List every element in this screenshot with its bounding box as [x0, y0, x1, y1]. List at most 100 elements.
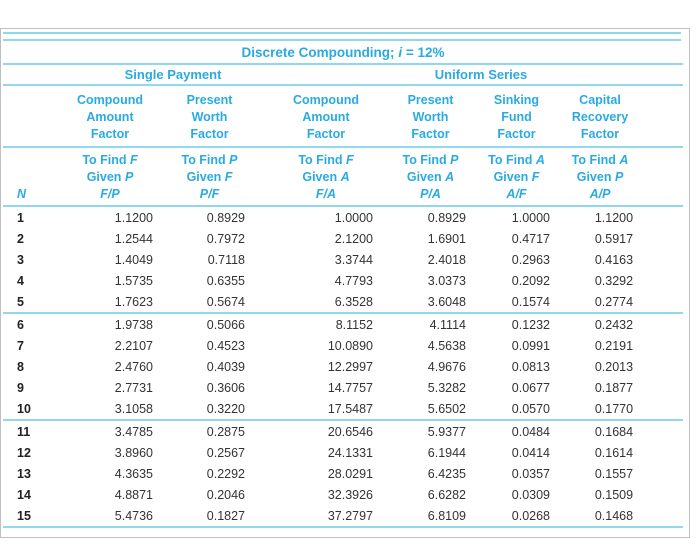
- table-row: 11 3.4785 0.2875 20.6546 5.9377 0.0484 0.1684: [3, 419, 684, 442]
- table-row: 6 1.9738 0.5066 8.1152 4.1114 0.1232 0.2432: [3, 312, 684, 335]
- factor-cell: 3.3744: [334, 252, 373, 267]
- row-n: 5: [17, 294, 24, 309]
- header-sinking-fund-factor: Sinking Fund Factor: [483, 85, 567, 148]
- factor-cell: 0.2013: [594, 359, 634, 374]
- table-title-row: Discrete Compounding; i = 12%: [3, 42, 684, 65]
- factor-cell: 1.1200: [594, 210, 634, 225]
- factor-cell: 6.3528: [334, 294, 373, 309]
- header-capital-recovery-factor: Capital Recovery Factor: [567, 85, 684, 148]
- factor-cell: 0.3220: [206, 401, 245, 416]
- row-n: 1: [17, 210, 24, 225]
- factor-cell: 5.4736: [67, 505, 174, 528]
- factor-cell: 2.2107: [114, 338, 153, 353]
- tofind-fa: To Find F Given A F/A: [279, 147, 395, 207]
- factor-cell: 0.5917: [594, 231, 634, 246]
- factor-cell: 0.2567: [206, 445, 245, 460]
- table-body: 1 1.1200 0.8929 1.0000 0.8929 1.0000 1.1200 2 1.…: [3, 206, 684, 528]
- factor-cell: 0.1509: [594, 487, 634, 502]
- factor-cell: 6.8109: [395, 505, 483, 528]
- column-group-row: Single Payment Uniform Series: [3, 64, 684, 86]
- factor-cell: 4.8871: [114, 487, 153, 502]
- factor-cell: 0.0484: [483, 419, 567, 442]
- factor-cell: 4.7793: [334, 273, 373, 288]
- factor-cell: 0.1827: [174, 505, 279, 528]
- factor-cell: 3.8960: [114, 445, 153, 460]
- factor-cell: 0.3606: [206, 380, 245, 395]
- row-n: 2: [17, 231, 24, 246]
- table-row: 3 1.4049 0.7118 3.3744 2.4018 0.2963 0.4163: [3, 249, 683, 270]
- row-n: 8: [17, 359, 24, 374]
- factor-cell: 6.6282: [427, 487, 466, 502]
- factor-cell: 37.2797: [279, 505, 395, 528]
- factor-cell: 0.1232: [483, 312, 567, 335]
- factor-cell: 0.5674: [206, 294, 245, 309]
- header-present-worth-factor-pf: Present Worth Factor: [174, 85, 279, 148]
- factor-cell: 10.0890: [327, 338, 373, 353]
- factor-cell: 1.0000: [511, 210, 550, 225]
- factor-cell: 0.8929: [206, 210, 245, 225]
- table-row: 5 1.7623 0.5674 6.3528 3.6048 0.1574 0.2774: [3, 291, 683, 313]
- factor-cell: 0.2191: [594, 338, 634, 353]
- factor-cell: 0.2875: [174, 419, 279, 442]
- factor-cell: 5.3282: [427, 380, 466, 395]
- factor-cell: 1.4049: [114, 252, 153, 267]
- factor-cell: 5.9377: [395, 419, 483, 442]
- factor-names-row: Compound Amount Factor Present Worth Fac…: [3, 85, 684, 148]
- factor-cell: 0.4039: [206, 359, 245, 374]
- interest-factor-table: Discrete Compounding; i = 12% Single Pay…: [3, 42, 684, 528]
- header-compound-amount-factor-fa: Compound Amount Factor: [279, 85, 395, 148]
- table-row: 15 5.4736 0.1827 37.2797 6.8109 0.0268 0.1468: [3, 505, 684, 528]
- factor-cell: 12.2997: [327, 359, 373, 374]
- table-row: 14 4.8871 0.2046 32.3926 6.6282 0.0309 0.1509: [3, 484, 683, 505]
- factor-cell: 1.9738: [67, 312, 174, 335]
- factor-cell: 0.1614: [594, 445, 634, 460]
- factor-cell: 0.0268: [483, 505, 567, 528]
- factor-cell: 0.4523: [206, 338, 245, 353]
- factor-cell: 32.3926: [327, 487, 373, 502]
- factor-cell: 0.2774: [594, 294, 634, 309]
- row-n: 3: [17, 252, 24, 267]
- table-row: 2 1.2544 0.7972 2.1200 1.6901 0.4717 0.5917: [3, 228, 683, 249]
- group-single-payment: Single Payment: [67, 64, 279, 86]
- factor-cell: 0.0677: [511, 380, 550, 395]
- factor-cell: 0.8929: [427, 210, 466, 225]
- factor-cell: 0.2292: [206, 466, 245, 481]
- table-row: 9 2.7731 0.3606 14.7757 5.3282 0.0677 0.1877: [3, 377, 683, 398]
- factor-cell: 2.4760: [114, 359, 153, 374]
- factor-cell: 0.2963: [511, 252, 550, 267]
- table-row: 8 2.4760 0.4039 12.2997 4.9676 0.0813 0.2013: [3, 356, 683, 377]
- names-spacer: [3, 85, 67, 148]
- factor-cell: 14.7757: [327, 380, 373, 395]
- table-row: 1 1.1200 0.8929 1.0000 0.8929 1.0000 1.1200: [3, 206, 683, 228]
- factor-cell: 20.6546: [279, 419, 395, 442]
- factor-cell: 3.0373: [427, 273, 466, 288]
- factor-cell: 2.7731: [114, 380, 153, 395]
- tofind-af: To Find A Given F A/F: [483, 147, 567, 207]
- factor-cell: 0.3292: [594, 273, 634, 288]
- table-row: 4 1.5735 0.6355 4.7793 3.0373 0.2092 0.3292: [3, 270, 683, 291]
- factor-cell: 1.2544: [114, 231, 153, 246]
- factor-cell: 1.0000: [334, 210, 373, 225]
- factor-cell: 0.4163: [594, 252, 634, 267]
- row-n: 10: [17, 401, 31, 416]
- tofind-ap: To Find A Given P A/P: [567, 147, 684, 207]
- row-n: 7: [17, 338, 24, 353]
- factor-cell: 0.5066: [174, 312, 279, 335]
- factor-cell: 0.2432: [567, 312, 684, 335]
- row-n: 15: [3, 505, 67, 528]
- group-uniform-series: Uniform Series: [279, 64, 684, 86]
- row-n: 6: [3, 312, 67, 335]
- factor-cell: 1.5735: [114, 273, 153, 288]
- factor-cell: 0.7118: [207, 252, 245, 267]
- factor-cell: 0.1468: [567, 505, 684, 528]
- factor-cell: 0.0414: [511, 445, 550, 460]
- factor-cell: 24.1331: [327, 445, 373, 460]
- table-row: 12 3.8960 0.2567 24.1331 6.1944 0.0414 0.1614: [3, 442, 683, 463]
- header-compound-amount-factor-fp: Compound Amount Factor: [67, 85, 174, 148]
- factor-cell: 2.1200: [334, 231, 373, 246]
- group-spacer: [3, 64, 67, 86]
- table-row: 10 3.1058 0.3220 17.5487 5.6502 0.0570 0.1770: [3, 398, 683, 420]
- to-find-row: N To Find F Given P F/P To Find P Given …: [3, 147, 684, 207]
- row-n: 13: [17, 466, 31, 481]
- factor-cell: 5.6502: [427, 401, 466, 416]
